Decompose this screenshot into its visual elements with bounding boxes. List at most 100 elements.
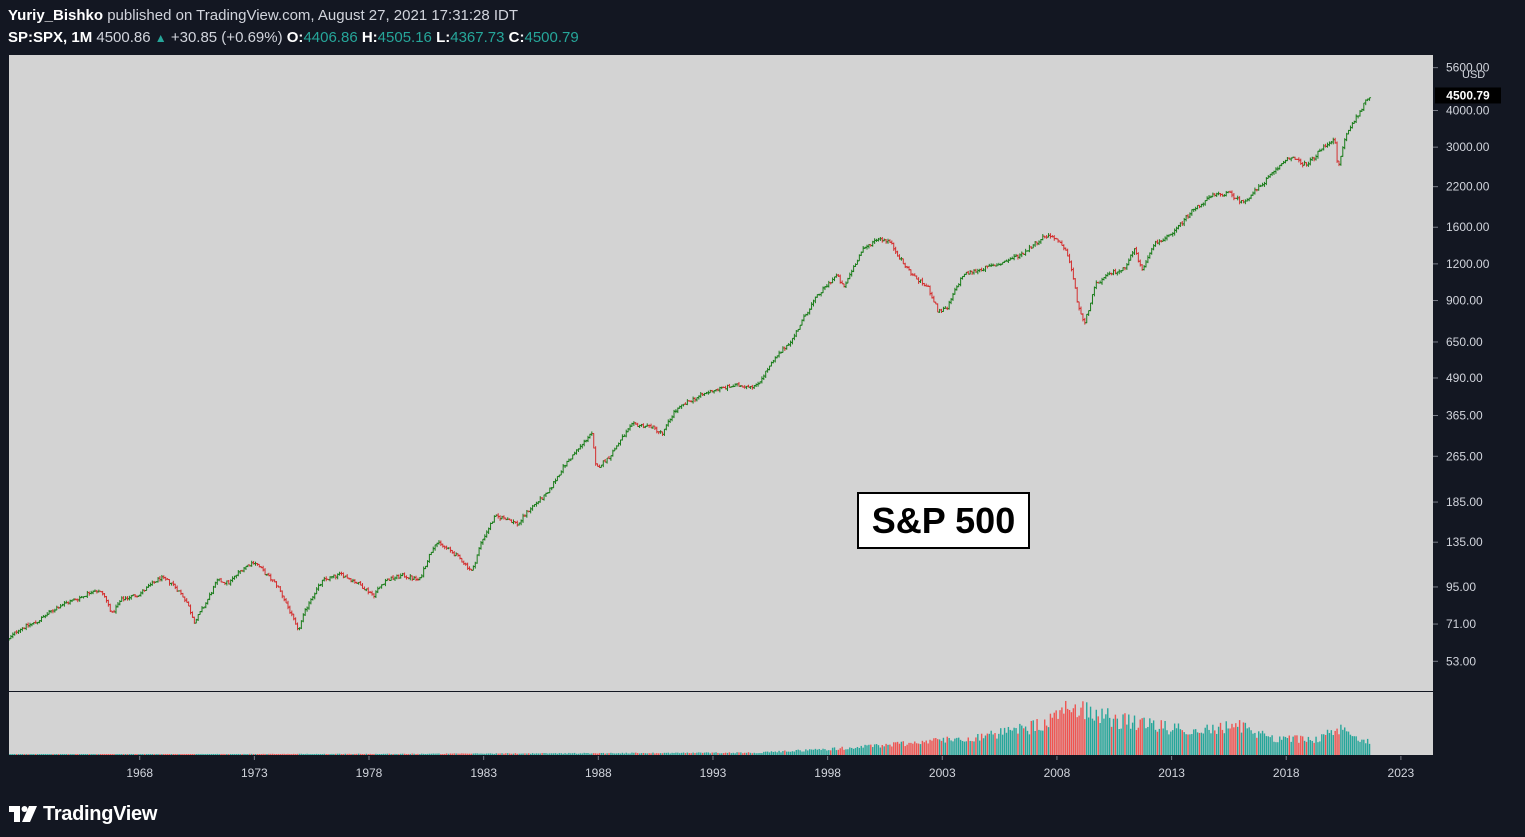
chart-title-box[interactable]: S&P 500: [857, 492, 1030, 549]
volume-bar: [130, 754, 132, 755]
time-axis[interactable]: 1968 1973 1978 1983 1988 1993 1998 2003 2008 2013…: [126, 756, 1415, 780]
volume-bar: [994, 733, 996, 755]
time-axis-divider: [9, 755, 1433, 756]
volume-bar: [241, 754, 243, 755]
volume-bar: [499, 753, 501, 755]
volume-bar: [529, 753, 532, 755]
volume-bar: [40, 754, 43, 755]
volume-bar: [512, 753, 515, 755]
volume-bar: [228, 754, 230, 755]
volume-bar: [1189, 734, 1191, 755]
volume-bar: [1229, 728, 1231, 755]
volume-bar: [323, 753, 325, 755]
volume-bar: [721, 753, 723, 755]
symbol-label[interactable]: SP:SPX, 1M: [8, 29, 93, 46]
volume-bar: [1311, 740, 1313, 755]
author-name[interactable]: Yuriy_Bishko: [8, 7, 104, 24]
volume-bar: [226, 754, 228, 755]
volume-bar: [877, 745, 880, 755]
volume-bar: [724, 752, 727, 755]
volume-bar: [233, 754, 236, 755]
volume-bar: [973, 741, 975, 755]
volume-bar: [711, 752, 713, 755]
volume-bar: [646, 753, 648, 755]
volume-bar: [925, 740, 927, 755]
volume-bar: [1210, 733, 1212, 755]
volume-bar: [1175, 728, 1178, 755]
volume-bar: [325, 754, 327, 755]
volume-bar: [661, 753, 664, 755]
volume-bar: [1072, 708, 1075, 755]
volume-bar: [208, 754, 211, 755]
volume-bar: [1336, 728, 1338, 755]
volume-bar: [843, 749, 845, 755]
volume-bar: [1141, 718, 1143, 755]
volume-bar: [382, 753, 385, 755]
volume-bar: [1366, 738, 1369, 755]
volume-bar: [1275, 742, 1277, 755]
volume-bar: [1053, 712, 1055, 755]
volume-bar: [1158, 728, 1161, 755]
volume-bar: [445, 753, 448, 755]
volume-bar: [770, 751, 773, 755]
volume-bar: [690, 753, 692, 755]
volume-bar: [256, 754, 259, 755]
tradingview-logo-icon[interactable]: [9, 806, 37, 822]
volume-bar: [449, 753, 452, 755]
volume-bar: [254, 754, 257, 755]
volume-bar: [293, 753, 295, 755]
pane-divider[interactable]: [9, 691, 1517, 692]
volume-bar: [831, 747, 834, 755]
volume-bar: [615, 753, 618, 755]
volume-bar: [302, 754, 304, 755]
volume-bar: [703, 752, 706, 755]
volume-bar: [363, 753, 366, 755]
volume-bar: [373, 754, 375, 755]
volume-bar: [977, 733, 979, 755]
price-chart[interactable]: USD 5600.00 4000.00 3000.00 2200.00 1600.00 1…: [9, 55, 1517, 791]
volume-bar: [1250, 730, 1252, 755]
volume-bar: [84, 754, 87, 755]
volume-bar: [338, 753, 341, 755]
volume-bar: [663, 752, 666, 755]
volume-bar: [680, 752, 683, 755]
price-tick-label: 1200.00: [1446, 257, 1490, 271]
volume-bar: [931, 740, 933, 755]
volume-bar: [516, 753, 518, 755]
volume-bar: [170, 754, 173, 755]
volume-bar: [419, 754, 421, 755]
volume-bar: [1156, 731, 1159, 755]
volume-bar: [312, 754, 314, 755]
volume-bar: [277, 753, 280, 755]
price-change: +30.85 (+0.69%): [170, 29, 283, 46]
volume-bar: [818, 748, 820, 755]
volume-bar: [67, 754, 69, 755]
volume-bar: [969, 740, 971, 755]
price-axis[interactable]: USD 5600.00 4000.00 3000.00 2200.00 1600.00 1…: [1433, 61, 1490, 669]
volume-bar: [1099, 723, 1101, 755]
high-label: H:: [361, 29, 378, 46]
volume-bar: [1357, 740, 1359, 755]
volume-bar: [1227, 728, 1229, 755]
volume-bar: [820, 749, 822, 755]
volume-bar: [933, 738, 935, 755]
volume-bar: [281, 753, 283, 755]
volume-bar: [12, 754, 14, 755]
volume-bar: [1038, 729, 1040, 755]
volume-bar: [298, 753, 301, 755]
volume-bar: [1332, 734, 1334, 755]
volume-bar: [942, 737, 945, 755]
volume-bar: [430, 753, 433, 755]
volume-bar: [740, 752, 742, 755]
brand-name[interactable]: TradingView: [43, 802, 158, 825]
volume-bar: [1286, 738, 1289, 755]
volume-bar: [900, 741, 903, 755]
volume-bar: [1166, 730, 1168, 755]
volume-bar: [409, 753, 411, 755]
volume-bar: [745, 752, 748, 755]
volume-bar: [220, 753, 222, 755]
volume-bar: [1196, 732, 1199, 755]
volume-bar: [847, 749, 849, 755]
volume-bar: [197, 753, 199, 755]
volume-bar: [1235, 723, 1237, 755]
